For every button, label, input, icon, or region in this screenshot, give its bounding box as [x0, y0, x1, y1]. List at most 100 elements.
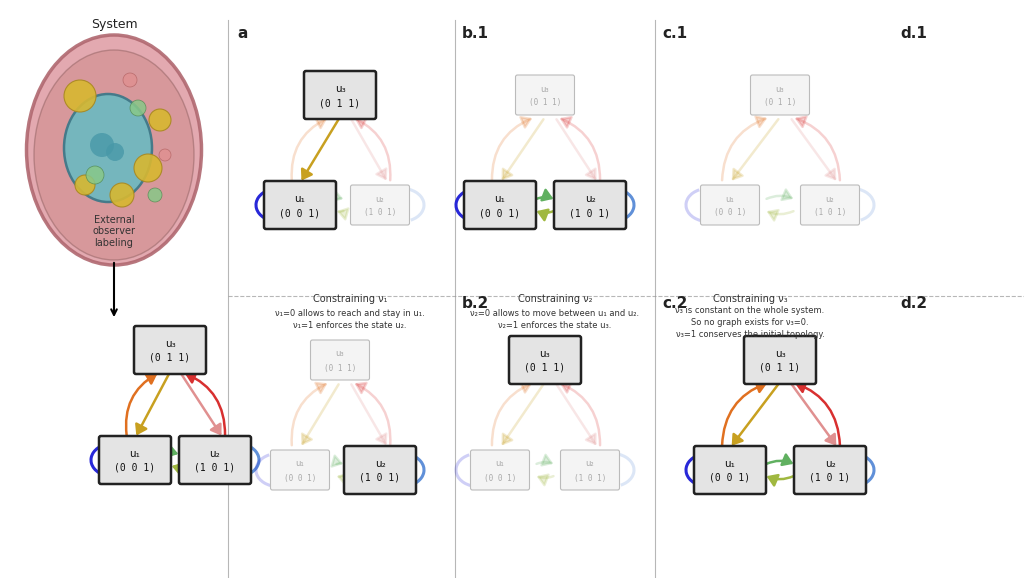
FancyArrowPatch shape	[492, 382, 530, 445]
Circle shape	[130, 100, 146, 116]
FancyArrowPatch shape	[733, 119, 778, 179]
FancyBboxPatch shape	[560, 450, 620, 490]
FancyArrowPatch shape	[733, 384, 778, 444]
FancyBboxPatch shape	[464, 181, 536, 229]
Text: u₁: u₁	[726, 195, 734, 203]
FancyArrowPatch shape	[561, 382, 600, 445]
Text: (0 0 1): (0 0 1)	[479, 208, 520, 218]
FancyBboxPatch shape	[179, 436, 251, 484]
Circle shape	[86, 166, 104, 184]
Text: System: System	[91, 18, 137, 31]
FancyArrowPatch shape	[792, 384, 835, 444]
FancyArrowPatch shape	[174, 464, 183, 475]
FancyBboxPatch shape	[801, 185, 859, 225]
Circle shape	[148, 188, 162, 202]
Text: u₂: u₂	[375, 459, 385, 469]
FancyArrowPatch shape	[537, 455, 551, 465]
FancyArrowPatch shape	[292, 383, 326, 445]
Text: u₃: u₃	[774, 349, 785, 359]
Text: b.2: b.2	[462, 296, 489, 311]
Text: Constraining ν₁: Constraining ν₁	[312, 294, 387, 304]
Text: (0 1 1): (0 1 1)	[760, 363, 801, 373]
FancyArrowPatch shape	[556, 119, 595, 179]
FancyArrowPatch shape	[302, 120, 339, 179]
Text: (1 0 1): (1 0 1)	[814, 209, 846, 217]
FancyArrowPatch shape	[332, 191, 341, 202]
Text: (0 1 1): (0 1 1)	[319, 98, 360, 108]
Text: u₁: u₁	[130, 449, 140, 459]
FancyArrowPatch shape	[561, 117, 600, 180]
Text: (0 1 1): (0 1 1)	[524, 363, 565, 373]
FancyArrowPatch shape	[181, 375, 220, 434]
FancyArrowPatch shape	[792, 119, 835, 179]
FancyArrowPatch shape	[537, 190, 551, 200]
Text: u₃: u₃	[541, 84, 549, 94]
FancyArrowPatch shape	[302, 384, 339, 444]
Text: (0 1 1): (0 1 1)	[150, 353, 190, 363]
FancyArrowPatch shape	[339, 473, 348, 484]
FancyBboxPatch shape	[134, 326, 206, 374]
FancyBboxPatch shape	[694, 446, 766, 494]
Text: ν₃=1 conserves the initial topology.: ν₃=1 conserves the initial topology.	[676, 330, 824, 339]
FancyArrowPatch shape	[539, 475, 553, 485]
Ellipse shape	[34, 50, 194, 260]
FancyBboxPatch shape	[304, 71, 376, 119]
FancyBboxPatch shape	[515, 75, 574, 115]
Text: u₃: u₃	[336, 350, 344, 358]
FancyBboxPatch shape	[350, 185, 410, 225]
FancyArrowPatch shape	[351, 120, 386, 179]
FancyArrowPatch shape	[492, 117, 530, 180]
Text: u₂: u₂	[824, 459, 836, 469]
Text: (0 0 1): (0 0 1)	[714, 209, 746, 217]
Circle shape	[63, 80, 96, 112]
Text: (1 0 1): (1 0 1)	[195, 463, 236, 473]
Text: u₂: u₂	[585, 194, 595, 204]
FancyArrowPatch shape	[339, 209, 348, 219]
Text: b.1: b.1	[462, 26, 489, 41]
Text: (1 0 1): (1 0 1)	[809, 473, 851, 483]
Text: a: a	[237, 26, 248, 41]
FancyBboxPatch shape	[270, 450, 330, 490]
Text: u₃: u₃	[776, 84, 784, 94]
FancyArrowPatch shape	[332, 455, 341, 466]
Text: ν₂=1 enforces the state u₃.: ν₂=1 enforces the state u₃.	[499, 321, 611, 330]
FancyArrowPatch shape	[769, 475, 794, 486]
Text: External
observer
labeling: External observer labeling	[92, 215, 135, 248]
Circle shape	[134, 154, 162, 182]
FancyArrowPatch shape	[186, 372, 225, 435]
Circle shape	[90, 133, 114, 157]
FancyArrowPatch shape	[351, 384, 386, 444]
FancyArrowPatch shape	[126, 374, 156, 435]
FancyArrowPatch shape	[136, 375, 169, 434]
FancyArrowPatch shape	[167, 446, 176, 457]
Text: (0 0 1): (0 0 1)	[483, 473, 516, 483]
FancyArrowPatch shape	[503, 119, 544, 179]
Text: (0 0 1): (0 0 1)	[280, 208, 321, 218]
Text: (1 0 1): (1 0 1)	[364, 209, 396, 217]
FancyBboxPatch shape	[794, 446, 866, 494]
Text: ν₃ is constant on the whole system.: ν₃ is constant on the whole system.	[676, 306, 824, 315]
FancyBboxPatch shape	[700, 185, 760, 225]
Ellipse shape	[27, 35, 202, 265]
FancyArrowPatch shape	[356, 383, 390, 445]
FancyBboxPatch shape	[344, 446, 416, 494]
Text: (0 1 1): (0 1 1)	[528, 98, 561, 108]
Text: u₂: u₂	[586, 460, 594, 469]
Text: u₂: u₂	[376, 195, 384, 203]
FancyArrowPatch shape	[722, 116, 765, 180]
Text: (0 0 1): (0 0 1)	[710, 473, 751, 483]
FancyBboxPatch shape	[554, 181, 626, 229]
Text: (0 0 1): (0 0 1)	[115, 463, 156, 473]
Text: (0 0 1): (0 0 1)	[284, 473, 316, 483]
Text: u₁: u₁	[295, 194, 305, 204]
Circle shape	[150, 109, 171, 131]
Circle shape	[106, 143, 124, 161]
FancyArrowPatch shape	[539, 210, 553, 220]
Text: c.2: c.2	[662, 296, 687, 311]
FancyBboxPatch shape	[310, 340, 370, 380]
Ellipse shape	[63, 94, 152, 202]
Text: u₃: u₃	[540, 349, 550, 359]
FancyBboxPatch shape	[751, 75, 810, 115]
Circle shape	[110, 183, 134, 207]
Text: So no graph exists for ν₃=0.: So no graph exists for ν₃=0.	[691, 318, 809, 327]
